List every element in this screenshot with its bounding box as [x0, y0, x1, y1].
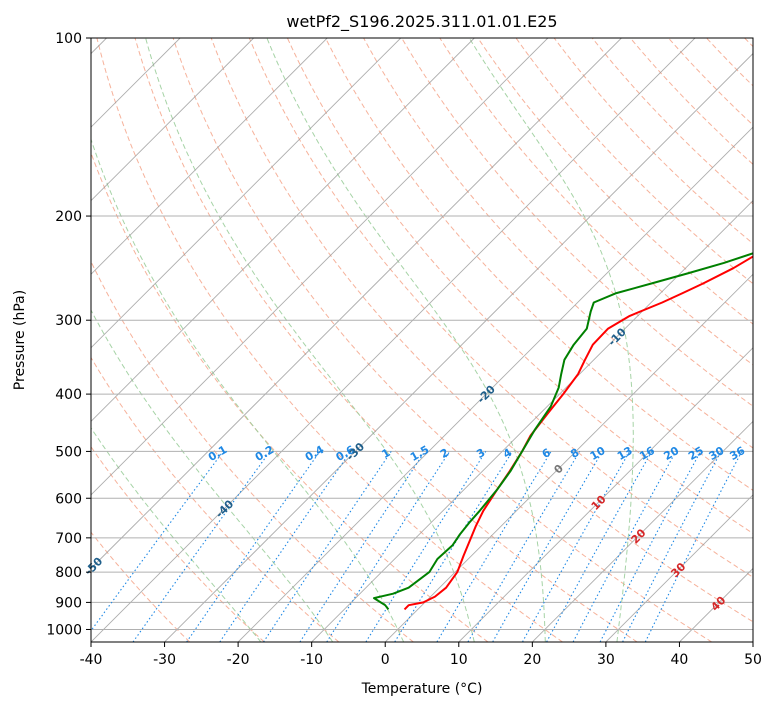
- dry-adiabat: [210, 38, 753, 623]
- isotherm: [91, 38, 696, 642]
- dry-adiabat: [401, 38, 753, 407]
- y-tick-label: 800: [55, 565, 82, 581]
- mixing-ratio-line: [186, 451, 321, 642]
- x-tick-label: 20: [523, 652, 541, 668]
- isotherm: [91, 38, 254, 202]
- moist-adiabat: [266, 38, 546, 642]
- isotherm: [91, 38, 402, 349]
- y-tick-label: 300: [55, 313, 82, 329]
- mixing-ratio-line: [91, 451, 224, 632]
- mixing-ratio-line: [394, 451, 513, 642]
- mixing-ratio-line: [644, 451, 743, 642]
- moist-adiabat: [91, 309, 334, 642]
- isotherm: [458, 347, 753, 642]
- dry-adiabat: [515, 38, 753, 285]
- isotherm: [91, 38, 549, 496]
- isotherm: [91, 38, 475, 422]
- mixing-ratio-line: [326, 451, 451, 642]
- dry-adiabat: [477, 38, 753, 325]
- isotherm: [605, 494, 753, 642]
- y-tick-label: 900: [55, 595, 82, 611]
- grid-lines: [91, 38, 753, 642]
- dry-adiabat: [248, 38, 753, 578]
- y-tick-label: 1000: [46, 622, 82, 638]
- y-axis-label: Pressure (hPa): [12, 290, 28, 390]
- x-tick-label: 10: [450, 652, 468, 668]
- isotherm: [311, 200, 753, 642]
- x-tick-label: -20: [227, 652, 250, 668]
- dewpoint-line: [373, 252, 753, 611]
- moist-adiabat: [145, 38, 475, 642]
- mixing-ratio-line: [546, 451, 653, 642]
- y-tick-label: 500: [55, 444, 82, 460]
- chart-title: wetPf2_S196.2025.311.01.01.E25: [286, 12, 557, 32]
- dry-adiabat: [91, 531, 191, 642]
- y-axis-ticks: 100 200 300 400 500 600 700 800 900 1000: [46, 31, 91, 638]
- x-tick-label: 30: [597, 652, 615, 668]
- x-tick-label: -40: [80, 652, 103, 668]
- dry-adiabat: [91, 445, 265, 642]
- isotherm: [384, 273, 753, 642]
- temperature-line: [403, 255, 753, 611]
- isotherm: [164, 52, 753, 642]
- x-tick-label: -10: [300, 652, 323, 668]
- dry-adiabat: [325, 38, 753, 491]
- x-axis-ticks: -40 -30 -20 -10 0 10 20 30 40 50: [80, 642, 762, 668]
- mixing-ratio-line: [263, 451, 392, 642]
- dry-adiabat: [91, 151, 489, 642]
- dry-adiabat: [134, 38, 638, 642]
- y-tick-label: 400: [55, 387, 82, 403]
- x-tick-label: 0: [381, 652, 390, 668]
- background-lines: [91, 38, 753, 642]
- isotherm: [532, 420, 753, 642]
- moist-adiabat: [91, 427, 262, 642]
- moist-adiabat: [91, 137, 405, 642]
- x-axis-label: Temperature (°C): [361, 681, 483, 697]
- x-tick-label: 50: [744, 652, 762, 668]
- mixing-ratio-line: [572, 451, 677, 642]
- plot-frame: [90, 37, 754, 643]
- dry-adiabat: [96, 38, 563, 642]
- x-tick-label: 40: [671, 652, 689, 668]
- isotherm: [237, 126, 753, 642]
- isotherm: [91, 38, 622, 570]
- y-tick-label: 100: [55, 31, 82, 47]
- dry-adiabat: [91, 356, 340, 642]
- y-tick-label: 700: [55, 531, 82, 547]
- x-tick-label: -30: [153, 652, 176, 668]
- dry-adiabat: [172, 38, 713, 642]
- mixing-ratio-line: [219, 451, 352, 642]
- mixing-ratio-line: [132, 451, 271, 642]
- mixing-ratio-line: [522, 451, 631, 642]
- y-tick-label: 600: [55, 491, 82, 507]
- y-tick-label: 200: [55, 209, 82, 225]
- profile-lines: [373, 252, 753, 611]
- isotherm: [91, 38, 328, 275]
- mixing-ratio-line: [299, 451, 426, 642]
